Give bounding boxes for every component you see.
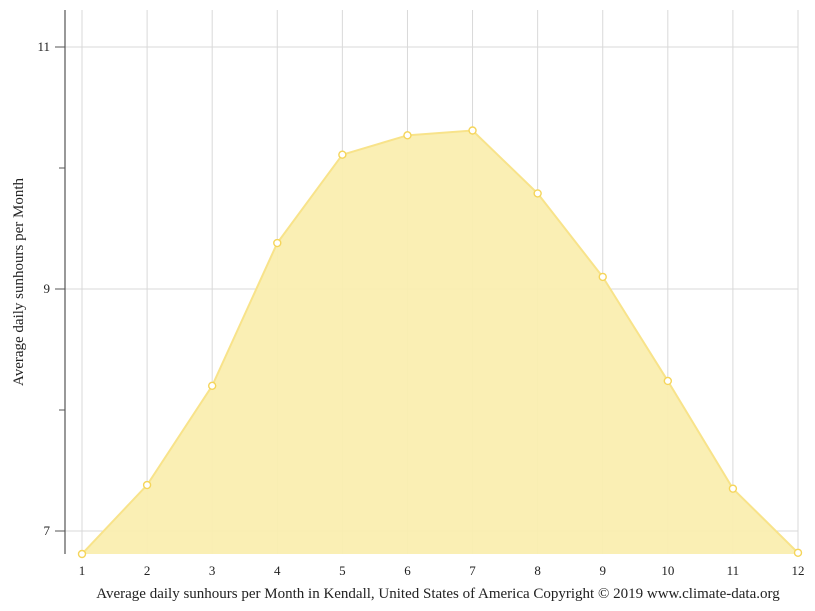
series-line (81, 129, 799, 555)
x-tick-label: 1 (79, 563, 86, 578)
x-tick-label: 2 (144, 563, 151, 578)
y-tick-label: 11 (37, 39, 50, 54)
x-tick-label: 8 (534, 563, 541, 578)
y-axis: 7 9 11 (37, 10, 66, 554)
y-tick-label: 7 (44, 523, 51, 538)
data-point[interactable] (142, 480, 152, 490)
data-point[interactable] (338, 150, 347, 159)
x-tick-label: 12 (792, 563, 805, 578)
x-tick-label: 6 (404, 563, 411, 578)
x-tick-label: 3 (209, 563, 216, 578)
x-tick-label: 4 (274, 563, 281, 578)
x-tick-label: 7 (469, 563, 476, 578)
data-point[interactable] (598, 272, 607, 282)
data-point[interactable] (403, 131, 412, 140)
data-point[interactable] (728, 484, 738, 493)
x-tick-label: 5 (339, 563, 346, 578)
x-tick-label: 9 (599, 563, 606, 578)
data-point[interactable] (533, 189, 542, 198)
data-point[interactable] (77, 549, 87, 559)
x-tick-label: 10 (661, 563, 674, 578)
y-tick-label: 9 (44, 281, 51, 296)
y-axis-title: Average daily sunhours per Month (11, 178, 27, 387)
data-point[interactable] (793, 548, 803, 557)
data-point[interactable] (468, 126, 477, 135)
data-points (77, 126, 803, 559)
x-axis: 1 2 3 4 5 6 7 8 9 10 11 12 (79, 563, 805, 578)
data-point[interactable] (207, 381, 217, 390)
x-axis-caption: Average daily sunhours per Month in Kend… (96, 586, 780, 602)
area-fill (82, 130, 798, 555)
data-point[interactable] (273, 238, 282, 248)
x-tick-label: 11 (727, 563, 740, 578)
data-point[interactable] (663, 376, 673, 386)
